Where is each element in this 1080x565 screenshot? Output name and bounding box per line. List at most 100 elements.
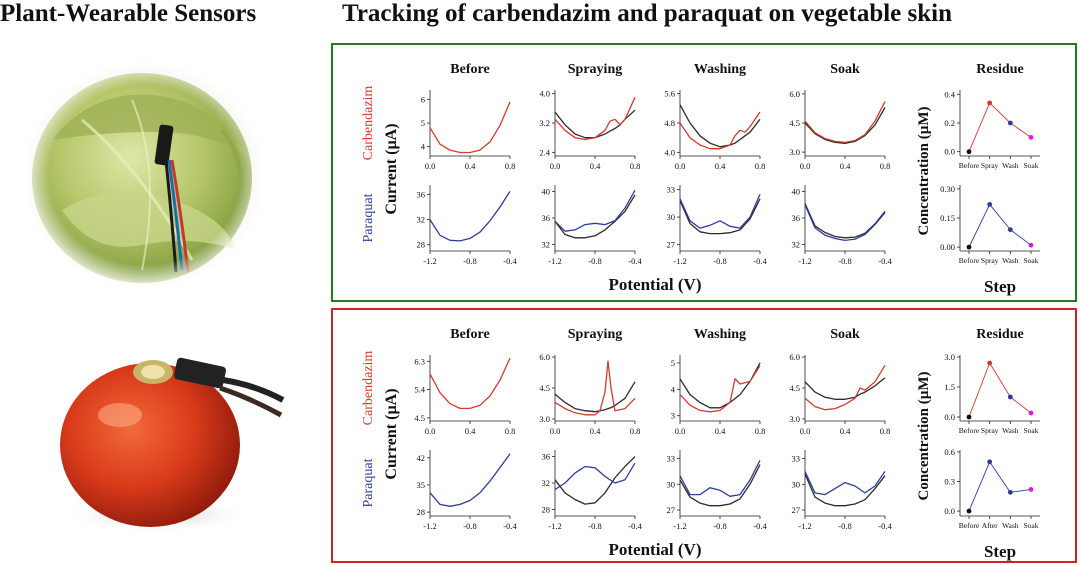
category-label: Before [959,426,980,435]
tomato-photo [45,340,285,540]
y-tick-label: 4.5 [789,383,800,393]
y-tick-label: 6.0 [789,89,800,99]
y-tick-label: 1.5 [944,382,955,392]
y-tick-label: 36 [542,452,551,462]
lettuce-col-title-washing: Washing [694,62,746,77]
tomato-step-axis-label: Step [984,542,1016,561]
x-tick-label: -0.4 [628,256,642,266]
category-label: Spray [981,426,999,435]
x-tick-label: -0.8 [463,521,476,531]
residue-segment [989,204,1011,230]
residue-point-wash [1007,489,1013,495]
residue-point-soak [1028,410,1034,416]
x-tick-label: 0.8 [755,161,766,171]
y-tick-label: 0.0 [944,412,955,422]
x-tick-label: -1.2 [423,256,436,266]
residue-segment [989,102,1011,124]
y-tick-label: 33 [792,454,801,464]
y-tick-label: 28 [417,507,426,517]
sample-line [554,462,636,491]
y-tick-label: 27 [667,240,676,250]
category-label: Wash [1002,426,1019,435]
x-tick-label: 0.8 [880,426,891,436]
y-tick-label: 28 [417,240,426,250]
x-tick-label: -0.4 [878,521,892,531]
x-tick-label: -0.4 [628,521,642,531]
tomato-col-title-residue: Residue [976,327,1023,342]
residue-point-spray [987,360,993,366]
category-label: Before [959,521,980,530]
x-tick-label: 0.4 [465,161,476,171]
x-tick-label: -0.8 [713,256,726,266]
tomato-panel-border [331,308,1077,563]
category-label: Spray [981,256,999,265]
y-tick-label: 4.5 [414,413,425,423]
category-label: Soak [1024,256,1039,265]
x-tick-label: -1.2 [673,256,686,266]
baseline-line [804,473,886,507]
y-tick-label: 36 [792,213,801,223]
residue-segment [1010,488,1032,493]
category-label: Soak [1024,426,1039,435]
y-tick-label: 3.0 [789,147,800,157]
baseline-line [679,464,761,507]
x-tick-label: -1.2 [548,521,561,531]
residue-segment [968,204,991,248]
y-tick-label: 33 [667,185,676,195]
x-tick-label: -1.2 [673,521,686,531]
sample-line [804,471,886,496]
tomato-paraquat-plot-spraying: 28 32 36 -1.2 -0.8 -0.4 [542,450,642,531]
lettuce-potential-axis-label: Potential (V) [608,275,701,294]
tomato-col-title-soak: Soak [830,327,860,342]
lettuce-carbendazim-plot-washing: 4.0 4.8 5.6 0.0 0.4 0.8 [664,89,765,171]
tomato-col-title-before: Before [450,327,489,342]
tomato-col-title-spraying: Spraying [568,327,622,342]
sample-line [429,101,511,154]
sample-line [804,101,886,144]
tomato-paraquat-plot-before: 28 35 42 -1.2 -0.8 -0.4 [417,450,517,531]
category-label: Soak [1024,161,1039,170]
residue-point-before [966,149,972,155]
residue-point-before [966,414,972,420]
y-tick-label: 30 [667,212,676,222]
right-section-title: Tracking of carbendazim and paraquat on … [342,0,952,27]
y-tick-label: 36 [417,189,426,199]
baseline-line [554,456,636,505]
category-label: Wash [1002,521,1019,530]
lettuce-residue-carbendazim: 0.0 0.2 0.4 Before Spray Wash Soak [944,89,1040,170]
y-tick-label: 6 [421,94,425,104]
tomato-paraquat-plot-washing: 27 30 33 -1.2 -0.8 -0.4 [667,450,767,531]
y-tick-label: 3.0 [789,414,800,424]
y-tick-label: 33 [667,454,676,464]
y-tick-label: 5.6 [664,89,675,99]
x-tick-label: -0.4 [753,521,767,531]
x-tick-label: -0.4 [753,256,767,266]
x-tick-label: -0.8 [588,521,601,531]
x-tick-label: 0.0 [425,426,436,436]
lettuce-residue-paraquat: 0.00 0.15 0.30 Before Spray Wash Soak [940,184,1040,265]
x-tick-label: 0.4 [590,426,601,436]
y-tick-label: 32 [417,215,426,225]
x-tick-label: 0.8 [505,161,516,171]
x-tick-label: 0.8 [755,426,766,436]
residue-point-spray [987,202,993,207]
x-tick-label: 0.4 [465,426,476,436]
residue-segment [968,461,991,512]
x-tick-label: -1.2 [548,256,561,266]
y-tick-label: 32 [792,239,801,249]
x-tick-label: 0.0 [800,161,811,171]
y-tick-label: 5 [421,118,425,128]
y-tick-label: 3.0 [539,414,550,424]
lettuce-paraquat-plot-before: 28 32 36 -1.2 -0.8 -0.4 [417,185,517,266]
lettuce-row-label-carbendazim: Carbendazim [361,86,376,161]
residue-point-soak [1028,487,1034,492]
lettuce-photo [22,60,267,290]
tomato-col-title-washing: Washing [694,327,746,342]
y-tick-label: 0.00 [940,242,955,252]
x-tick-label: 0.8 [630,426,641,436]
x-tick-label: 0.4 [840,161,851,171]
x-tick-label: -1.2 [798,256,811,266]
y-tick-label: 30 [792,479,801,489]
y-tick-label: 28 [542,504,551,514]
